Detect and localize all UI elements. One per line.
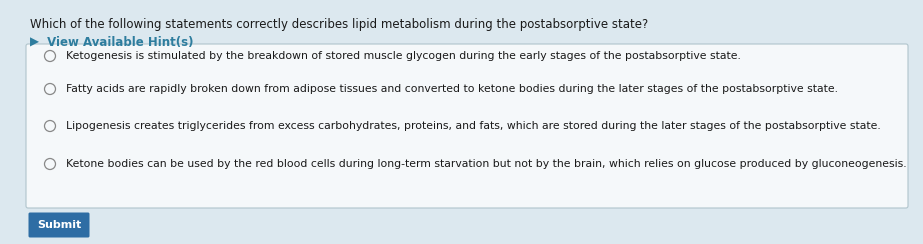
Text: ▶: ▶: [30, 36, 39, 49]
Text: View Available Hint(s): View Available Hint(s): [43, 36, 194, 49]
Text: Lipogenesis creates triglycerides from excess carbohydrates, proteins, and fats,: Lipogenesis creates triglycerides from e…: [66, 121, 881, 131]
FancyBboxPatch shape: [26, 44, 908, 208]
Text: Submit: Submit: [37, 220, 81, 230]
Text: Which of the following statements correctly describes lipid metabolism during th: Which of the following statements correc…: [30, 18, 648, 31]
Text: Fatty acids are rapidly broken down from adipose tissues and converted to ketone: Fatty acids are rapidly broken down from…: [66, 84, 838, 94]
Text: Ketone bodies can be used by the red blood cells during long-term starvation but: Ketone bodies can be used by the red blo…: [66, 159, 906, 169]
Text: Ketogenesis is stimulated by the breakdown of stored muscle glycogen during the : Ketogenesis is stimulated by the breakdo…: [66, 51, 741, 61]
FancyBboxPatch shape: [29, 213, 90, 237]
